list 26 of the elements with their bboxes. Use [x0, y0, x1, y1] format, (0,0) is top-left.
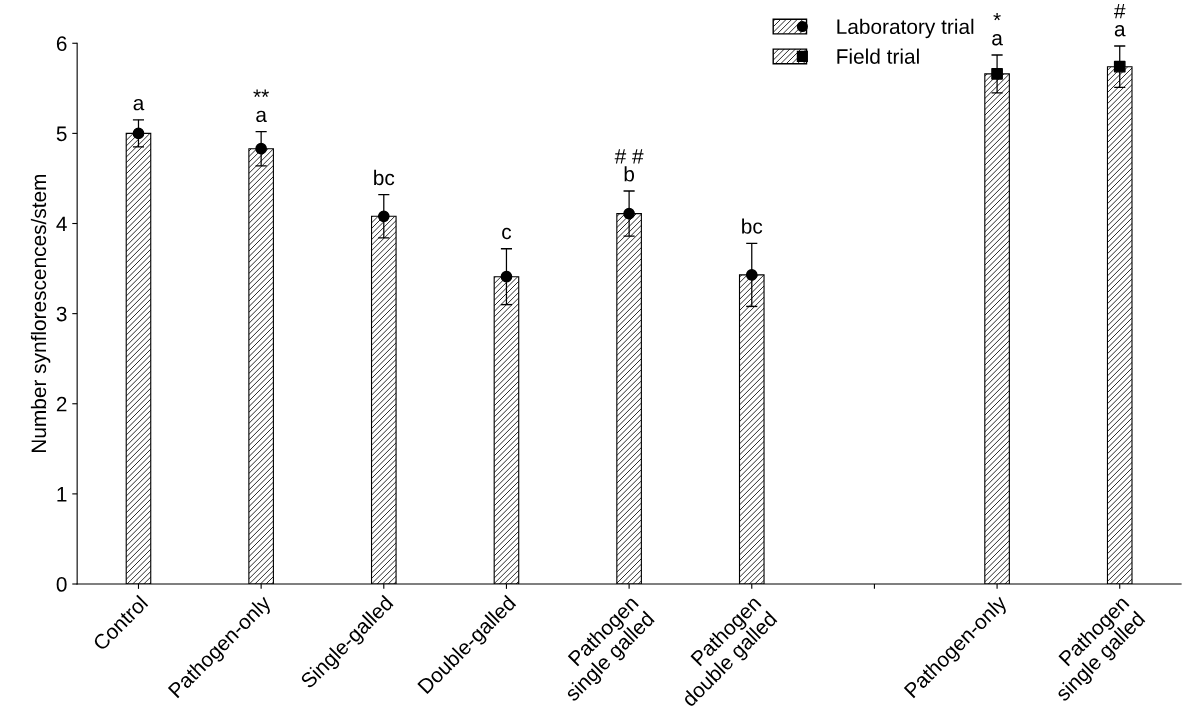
point	[623, 207, 635, 220]
point	[132, 127, 145, 140]
y-tick-label: 2	[56, 396, 67, 412]
y-tick-label: 4	[56, 216, 67, 232]
data-label: bc	[742, 218, 763, 234]
y-tick-label: 5	[56, 126, 67, 142]
y-tick-label: 0	[56, 577, 67, 592]
data-label: a	[133, 98, 145, 111]
legend-label: Laboratory trial	[837, 18, 974, 39]
point	[500, 270, 513, 283]
point	[991, 68, 1003, 80]
data-label: # # b	[614, 149, 644, 182]
data-label: ** a	[253, 89, 269, 123]
point	[1113, 60, 1126, 73]
y-tick-label: 3	[56, 306, 67, 322]
data-label: bc	[374, 169, 395, 186]
point	[255, 142, 267, 155]
data-label: # a	[1114, 4, 1126, 37]
y-axis-title: Number synflorescences/stem	[30, 174, 51, 453]
legend-label: Field trial	[837, 48, 919, 64]
y-tick-label: 6	[56, 36, 67, 52]
data-label: * a	[992, 13, 1003, 46]
point	[745, 269, 758, 281]
y-tick-label: 1	[57, 487, 67, 502]
point	[377, 210, 390, 223]
data-label: c	[502, 227, 512, 240]
